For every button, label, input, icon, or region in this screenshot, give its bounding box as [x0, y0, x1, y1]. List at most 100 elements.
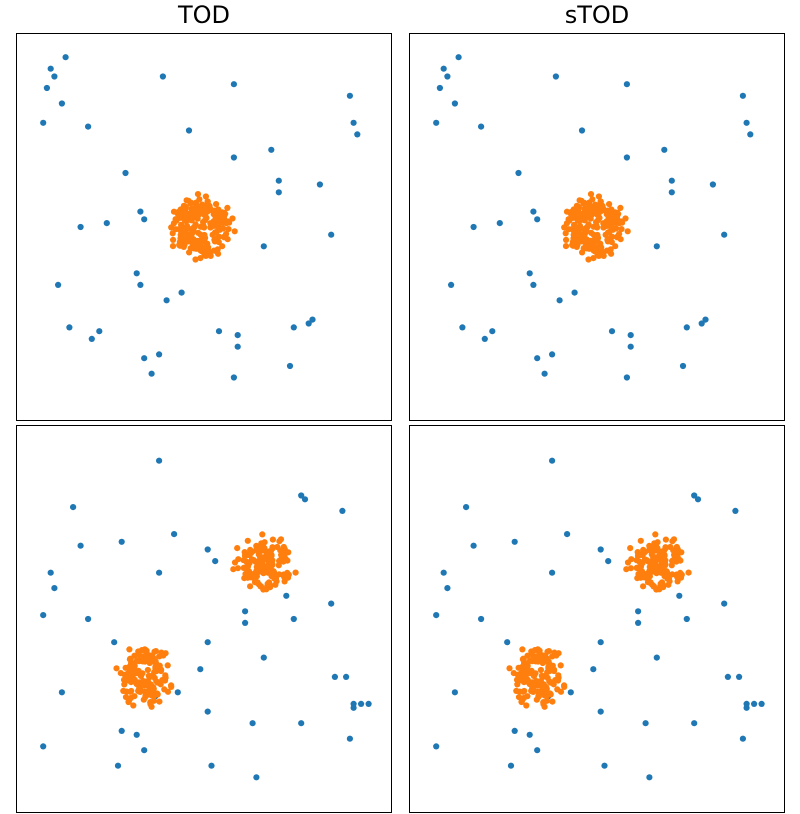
inlier-point [578, 127, 586, 134]
outlier-point [195, 229, 202, 236]
inlier-point [350, 704, 357, 711]
outlier-point [269, 561, 276, 568]
outlier-point [585, 256, 592, 263]
inlier-point [507, 762, 515, 769]
outlier-point [535, 692, 542, 700]
inlier-point [298, 492, 305, 499]
outlier-point [534, 656, 541, 663]
outlier-point [540, 657, 547, 664]
inlier-point [534, 355, 541, 362]
outlier-point [216, 233, 223, 240]
outlier-point [141, 656, 148, 663]
inlier-point [463, 504, 470, 511]
outlier-point [607, 246, 614, 253]
inlier-point [328, 231, 335, 238]
outlier-point [595, 252, 602, 259]
outlier-point [263, 586, 270, 593]
inlier-point [530, 281, 537, 288]
column-title-tod: TOD [177, 1, 231, 29]
outlier-point [261, 539, 268, 546]
inlier-point [758, 700, 765, 707]
inlier-point [504, 639, 511, 646]
outlier-point [646, 567, 653, 574]
outlier-point [242, 564, 249, 571]
outlier-point [567, 215, 574, 222]
inlier-point [339, 507, 346, 514]
inlier-point [212, 558, 219, 565]
inlier-point [526, 731, 533, 738]
inlier-point [358, 700, 365, 707]
outlier-point [669, 538, 676, 545]
outlier-point [178, 206, 185, 213]
outlier-point [127, 688, 134, 695]
outlier-point [178, 226, 185, 233]
outlier-point [279, 556, 286, 563]
inlier-point [249, 720, 256, 727]
outlier-point [542, 686, 549, 693]
inlier-point [526, 270, 533, 277]
outlier-point [272, 581, 279, 588]
outlier-point [583, 242, 591, 249]
inlier-point [732, 507, 739, 514]
inlier-point [724, 673, 731, 680]
inlier-point [440, 65, 447, 72]
outlier-point [598, 248, 605, 255]
outlier-point [270, 568, 277, 575]
outlier-point [612, 243, 619, 250]
outlier-point [617, 236, 624, 243]
inlier-point [111, 639, 118, 646]
outlier-point [544, 691, 551, 698]
outlier-point [254, 579, 261, 586]
outlier-point [149, 686, 156, 693]
outlier-point [168, 224, 175, 231]
inlier-point [646, 774, 653, 781]
outlier-point [555, 672, 562, 679]
inlier-point [197, 666, 204, 673]
inlier-point [234, 343, 241, 350]
inlier-point [676, 592, 683, 599]
inlier-point [597, 546, 604, 553]
inlier-point [301, 496, 309, 503]
inlier-point [328, 600, 335, 607]
outlier-point [562, 243, 570, 250]
inlier-point [133, 270, 140, 277]
inlier-point [515, 169, 522, 177]
outlier-point [113, 665, 120, 672]
inlier-point [346, 92, 353, 99]
outlier-point [243, 558, 250, 565]
outlier-point [136, 686, 144, 693]
outlier-point [649, 560, 657, 567]
inlier-point [204, 639, 211, 646]
inlier-point [433, 743, 440, 750]
inlier-point [470, 223, 477, 231]
outlier-point [152, 665, 159, 672]
inlier-point [721, 600, 728, 607]
outlier-point [561, 683, 568, 690]
inlier-point [683, 324, 690, 331]
inlier-point [66, 324, 73, 331]
outlier-point [523, 702, 530, 709]
outlier-point [685, 569, 692, 576]
outlier-point [117, 670, 124, 677]
outlier-point [636, 573, 644, 580]
outlier-point [231, 228, 238, 235]
inlier-point [260, 243, 267, 250]
inlier-point [230, 154, 237, 161]
inlier-point [58, 689, 65, 696]
outlier-point [253, 567, 260, 574]
inlier-point [534, 216, 541, 223]
outlier-point [529, 679, 536, 686]
outlier-point [662, 545, 669, 552]
inlier-point [204, 708, 211, 715]
scatter-panel-top-right [409, 33, 785, 421]
scatter-panel-bottom-right [409, 425, 785, 813]
inlier-point [444, 585, 451, 592]
inlier-point [511, 727, 518, 734]
outlier-point [201, 237, 208, 245]
inlier-point [305, 320, 312, 327]
outlier-point [545, 665, 552, 672]
inlier-point [88, 335, 95, 342]
outlier-point [131, 660, 138, 667]
inlier-point [70, 504, 77, 511]
inlier-point [623, 374, 630, 381]
